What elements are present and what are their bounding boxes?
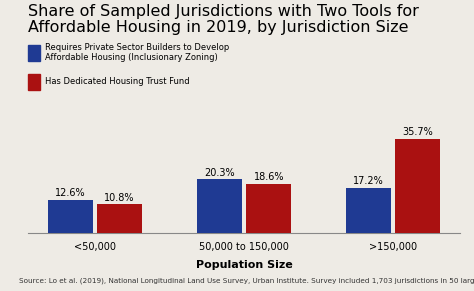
Text: 10.8%: 10.8% [104,193,135,203]
Text: 35.7%: 35.7% [402,127,433,137]
Bar [97,204,142,233]
Text: Affordable Housing in 2019, by Jurisdiction Size: Affordable Housing in 2019, by Jurisdict… [28,20,409,36]
Text: 17.2%: 17.2% [353,176,384,186]
Bar [48,200,93,233]
Bar [395,139,440,233]
Text: 12.6%: 12.6% [55,188,86,198]
Bar [246,184,291,233]
Bar [197,179,242,233]
Text: Requires Private Sector Builders to Develop
Affordable Housing (Inclusionary Zon: Requires Private Sector Builders to Deve… [45,43,229,62]
Text: Source: Lo et al. (2019), National Longitudinal Land Use Survey, Urban Institute: Source: Lo et al. (2019), National Longi… [19,277,474,284]
Text: Has Dedicated Housing Trust Fund: Has Dedicated Housing Trust Fund [45,77,190,86]
Text: Share of Sampled Jurisdictions with Two Tools for: Share of Sampled Jurisdictions with Two … [28,4,419,19]
Text: Population Size: Population Size [196,260,292,270]
Text: 18.6%: 18.6% [254,172,284,182]
Bar [346,187,391,233]
Text: 20.3%: 20.3% [204,168,235,178]
